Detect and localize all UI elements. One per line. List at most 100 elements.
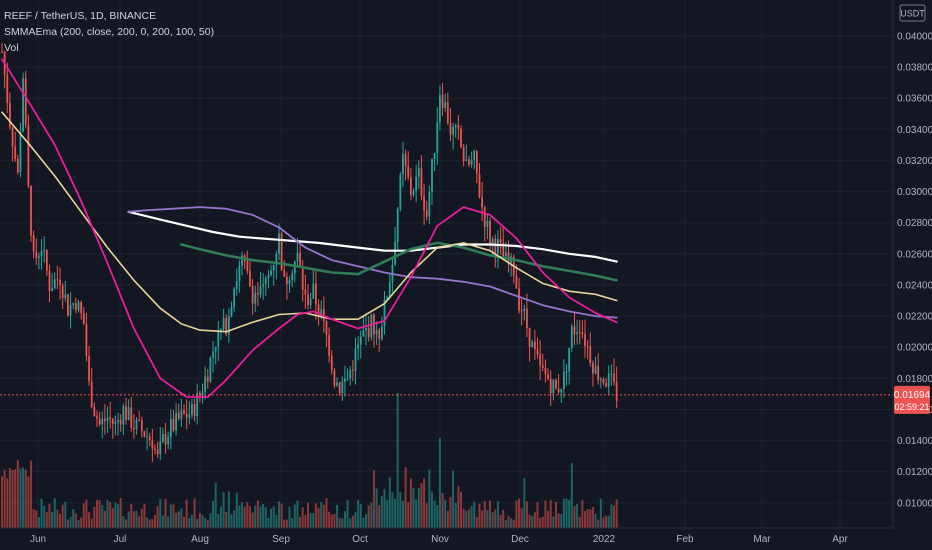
candle-body xyxy=(278,233,280,255)
candle-body xyxy=(330,355,333,371)
candle-body xyxy=(439,94,441,123)
time-axis[interactable]: Jun Jul Aug Sep Oct Nov Dec 2022 Feb Mar Apr xyxy=(30,534,849,545)
volume-bar xyxy=(138,516,141,528)
candle-body xyxy=(275,254,278,265)
candle-body xyxy=(138,419,141,421)
volume-bar xyxy=(547,510,550,528)
volume-bar xyxy=(396,393,399,528)
indicator-label[interactable]: SMMAEma (200, close, 200, 0, 200, 100, 5… xyxy=(4,26,214,38)
volume-bar xyxy=(444,499,447,528)
candle-body xyxy=(38,256,40,258)
volume-bar xyxy=(180,508,183,528)
volume-bar xyxy=(391,492,394,528)
candle-body xyxy=(88,356,90,382)
volume-bar xyxy=(122,516,125,528)
volume-bar xyxy=(272,506,275,528)
candle-body xyxy=(117,419,119,422)
volume-bar xyxy=(338,517,341,528)
candle-body xyxy=(96,416,98,419)
volume-bar xyxy=(496,501,499,528)
candle-body xyxy=(457,125,460,129)
volume-bar xyxy=(264,507,267,528)
candle-body xyxy=(351,369,354,371)
candle-body xyxy=(212,351,214,358)
volume-bar xyxy=(615,499,618,528)
candle-body xyxy=(402,153,404,175)
candle-body xyxy=(370,314,373,338)
x-tick-label: Jul xyxy=(114,534,127,545)
volume-bar xyxy=(225,511,228,528)
candle-body xyxy=(515,275,518,289)
volume-bar xyxy=(24,469,27,528)
candle-body xyxy=(568,348,571,372)
volume-bar xyxy=(190,514,193,528)
volume-bar xyxy=(101,505,104,528)
candle-body xyxy=(452,126,454,135)
volume-bar xyxy=(478,503,481,528)
candle-body xyxy=(183,410,185,414)
volume-bar xyxy=(578,517,581,528)
volume-bar xyxy=(320,502,323,528)
price-axis-panel xyxy=(893,0,932,550)
candle-body xyxy=(241,255,243,266)
volume-bar xyxy=(325,498,328,528)
volume-bar xyxy=(293,504,296,528)
price-badge: 0.01694 02:59:21 xyxy=(894,385,931,414)
volume-bar xyxy=(161,515,164,528)
candle-body xyxy=(378,329,381,340)
candle-body xyxy=(217,330,220,347)
candle-body xyxy=(106,417,109,421)
volume-bar xyxy=(72,509,75,528)
volume-bar xyxy=(80,517,83,528)
candle-body xyxy=(111,418,114,424)
volume-bar xyxy=(246,502,249,528)
volume-bar xyxy=(233,510,236,528)
candle-body xyxy=(180,410,183,419)
volume-bar xyxy=(185,499,188,528)
volume-bar xyxy=(193,498,196,528)
volume-bar xyxy=(502,509,505,528)
candle-body xyxy=(610,373,613,375)
candle-body xyxy=(283,270,286,277)
volume-bar xyxy=(433,500,436,528)
candle-body xyxy=(383,299,386,327)
volume-bar xyxy=(148,519,151,528)
volume-bar xyxy=(6,478,9,528)
candle-body xyxy=(407,165,410,178)
volume-bar xyxy=(183,516,186,528)
volume-bar xyxy=(525,501,528,528)
volume-bar xyxy=(198,513,201,528)
candle-body xyxy=(594,366,597,374)
y-tick-label: 0.01400 xyxy=(897,436,932,447)
volume-bar xyxy=(565,498,568,528)
currency-button[interactable]: USDT xyxy=(899,4,926,22)
volume-bar xyxy=(188,518,191,528)
volume-bar xyxy=(383,489,386,528)
x-tick-label: Oct xyxy=(352,534,368,545)
volume-bar xyxy=(452,470,455,528)
candle-body xyxy=(270,270,272,276)
candle-body xyxy=(462,146,465,162)
volume-bar xyxy=(143,503,146,528)
currency-label[interactable]: USDT xyxy=(900,9,925,19)
volume-bar xyxy=(27,476,30,528)
volume-bar xyxy=(518,498,521,528)
volume-bar xyxy=(204,517,207,528)
volume-bar xyxy=(19,468,22,528)
candle-body xyxy=(346,378,349,380)
volume-bar xyxy=(90,518,93,528)
volume-label[interactable]: Vol xyxy=(4,42,19,54)
currency-button-border[interactable] xyxy=(899,4,926,22)
candle-body xyxy=(61,285,64,298)
candle-body xyxy=(541,365,544,368)
candle-body xyxy=(133,428,135,430)
volume-bar xyxy=(275,514,278,528)
volume-bar xyxy=(613,505,616,528)
volume-bar xyxy=(59,514,62,528)
candle-body xyxy=(90,381,93,408)
symbol-title[interactable]: REEF / TetherUS, 1D, BINANCE xyxy=(4,10,156,22)
volume-bar xyxy=(322,504,325,528)
volume-bar xyxy=(470,505,473,528)
